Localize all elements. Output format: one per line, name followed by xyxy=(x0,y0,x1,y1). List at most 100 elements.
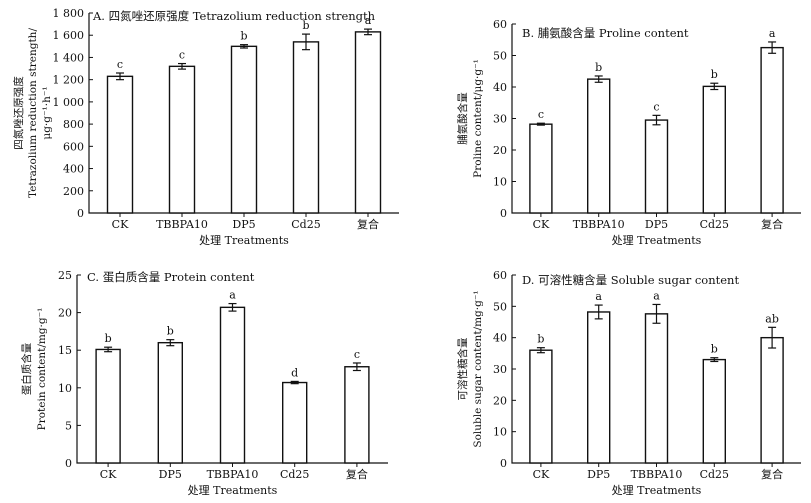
x-tick-label: DP5 xyxy=(232,218,255,231)
panel-title: D. 可溶性糖含量 Soluble sugar content xyxy=(522,273,739,287)
y-tick-label: 50 xyxy=(493,300,507,313)
chart-panel-d: 0 10 20 30 40 50 60 b CK a DP5 a TBBPA10 b Cd25 ab 复合 D. … xyxy=(456,269,801,497)
x-tick-label: 复合 xyxy=(761,217,783,231)
significance-letter: ab xyxy=(765,312,779,325)
chart-panel-a: 0 200 400 600 800 1 000 1 200 1 400 1 600 1 800 c C… xyxy=(12,7,399,247)
significance-letter: a xyxy=(769,27,776,40)
significance-letter: b xyxy=(595,61,602,74)
x-tick-label: TBBPA10 xyxy=(156,218,208,231)
y-tick-label: 0 xyxy=(500,457,507,470)
x-tick-label: DP5 xyxy=(645,218,668,231)
y-tick-label: 800 xyxy=(63,118,84,131)
bar xyxy=(644,119,669,214)
x-axis-label: 处理 Treatments xyxy=(612,234,702,247)
y-axis-label: 可溶性糖含量 xyxy=(456,337,469,400)
bar xyxy=(529,349,553,464)
bar xyxy=(95,348,121,464)
y-tick-label: 600 xyxy=(63,140,84,153)
x-tick-label: CK xyxy=(533,468,550,481)
bar xyxy=(354,31,382,214)
y-axis-label: Protein content/mg·g⁻¹ xyxy=(36,308,48,431)
bar xyxy=(702,358,726,464)
x-axis-label: 处理 Treatments xyxy=(199,234,289,247)
y-tick-label: 60 xyxy=(493,18,507,31)
significance-letter: a xyxy=(229,289,236,302)
significance-letter: b xyxy=(302,19,309,32)
y-tick-label: 1 800 xyxy=(53,7,85,20)
bar xyxy=(106,75,134,214)
y-tick-label: 5 xyxy=(65,419,72,432)
y-tick-label: 1 200 xyxy=(53,74,85,87)
significance-letter: b xyxy=(240,30,247,43)
x-tick-label: CK xyxy=(100,468,117,481)
x-tick-label: 复合 xyxy=(761,467,783,481)
y-tick-label: 20 xyxy=(493,144,507,157)
x-tick-label: TBBPA10 xyxy=(207,468,259,481)
y-tick-label: 30 xyxy=(493,113,507,126)
significance-letter: b xyxy=(711,343,718,356)
bar xyxy=(344,366,370,464)
y-axis-label: 四氮唑还原强度 xyxy=(12,76,25,150)
x-tick-label: CK xyxy=(533,218,550,231)
x-tick-label: DP5 xyxy=(587,468,610,481)
y-tick-label: 10 xyxy=(493,176,507,189)
y-tick-label: 1 600 xyxy=(53,29,85,42)
significance-letter: c xyxy=(653,100,659,113)
x-tick-label: TBBPA10 xyxy=(573,218,625,231)
bar xyxy=(587,311,611,464)
x-tick-label: DP5 xyxy=(159,468,182,481)
y-tick-label: 200 xyxy=(63,185,84,198)
bar xyxy=(157,341,184,464)
significance-letter: a xyxy=(653,289,660,302)
y-axis-label: 蛋白质含量 xyxy=(20,342,33,395)
y-tick-label: 400 xyxy=(63,163,84,176)
bar xyxy=(760,336,784,464)
significance-letter: c xyxy=(179,49,185,62)
x-tick-label: 复合 xyxy=(357,217,379,231)
y-tick-label: 10 xyxy=(493,426,507,439)
panel-title: C. 蛋白质含量 Protein content xyxy=(87,270,255,284)
panel-title: B. 脯氨酸含量 Proline content xyxy=(522,26,689,40)
bar xyxy=(587,78,611,214)
significance-letter: b xyxy=(711,68,718,81)
bar xyxy=(282,381,308,464)
y-tick-label: 40 xyxy=(493,81,507,94)
x-tick-label: TBBPA10 xyxy=(631,468,683,481)
y-tick-label: 0 xyxy=(500,207,507,220)
x-tick-label: 复合 xyxy=(346,467,368,481)
bar xyxy=(644,313,669,464)
bar xyxy=(219,306,246,464)
significance-letter: c xyxy=(117,58,123,71)
y-tick-label: 20 xyxy=(493,394,507,407)
y-tick-label: 1 000 xyxy=(53,96,85,109)
y-axis-label: μg·g⁻¹·h⁻¹ xyxy=(41,86,53,139)
y-axis-label: Soluble sugar content/mg·g⁻¹ xyxy=(472,290,484,447)
y-tick-label: 50 xyxy=(493,50,507,63)
bar xyxy=(168,65,196,214)
significance-letter: c xyxy=(354,348,360,361)
y-tick-label: 40 xyxy=(493,332,507,345)
x-axis-label: 处理 Treatments xyxy=(612,484,702,497)
y-tick-label: 25 xyxy=(58,269,72,282)
bar xyxy=(292,41,320,214)
panel-title: A. 四氮唑还原强度 Tetrazolium reduction strengt… xyxy=(92,9,376,23)
y-tick-label: 0 xyxy=(77,207,84,220)
x-tick-label: CK xyxy=(112,218,129,231)
significance-letter: b xyxy=(167,325,174,338)
y-tick-label: 20 xyxy=(58,307,72,320)
significance-letter: a xyxy=(595,290,602,303)
x-tick-label: Cd25 xyxy=(291,218,320,231)
y-tick-label: 0 xyxy=(65,457,72,470)
y-axis-label: 脯氨酸含量 xyxy=(456,92,469,145)
significance-letter: b xyxy=(105,332,112,345)
bar xyxy=(230,45,258,214)
bar xyxy=(529,123,553,214)
y-tick-label: 15 xyxy=(58,344,72,357)
significance-letter: a xyxy=(365,14,372,27)
significance-letter: d xyxy=(291,366,298,379)
significance-letter: b xyxy=(537,333,544,346)
x-tick-label: Cd25 xyxy=(280,468,309,481)
y-tick-label: 30 xyxy=(493,363,507,376)
x-axis-label: 处理 Treatments xyxy=(188,484,278,497)
